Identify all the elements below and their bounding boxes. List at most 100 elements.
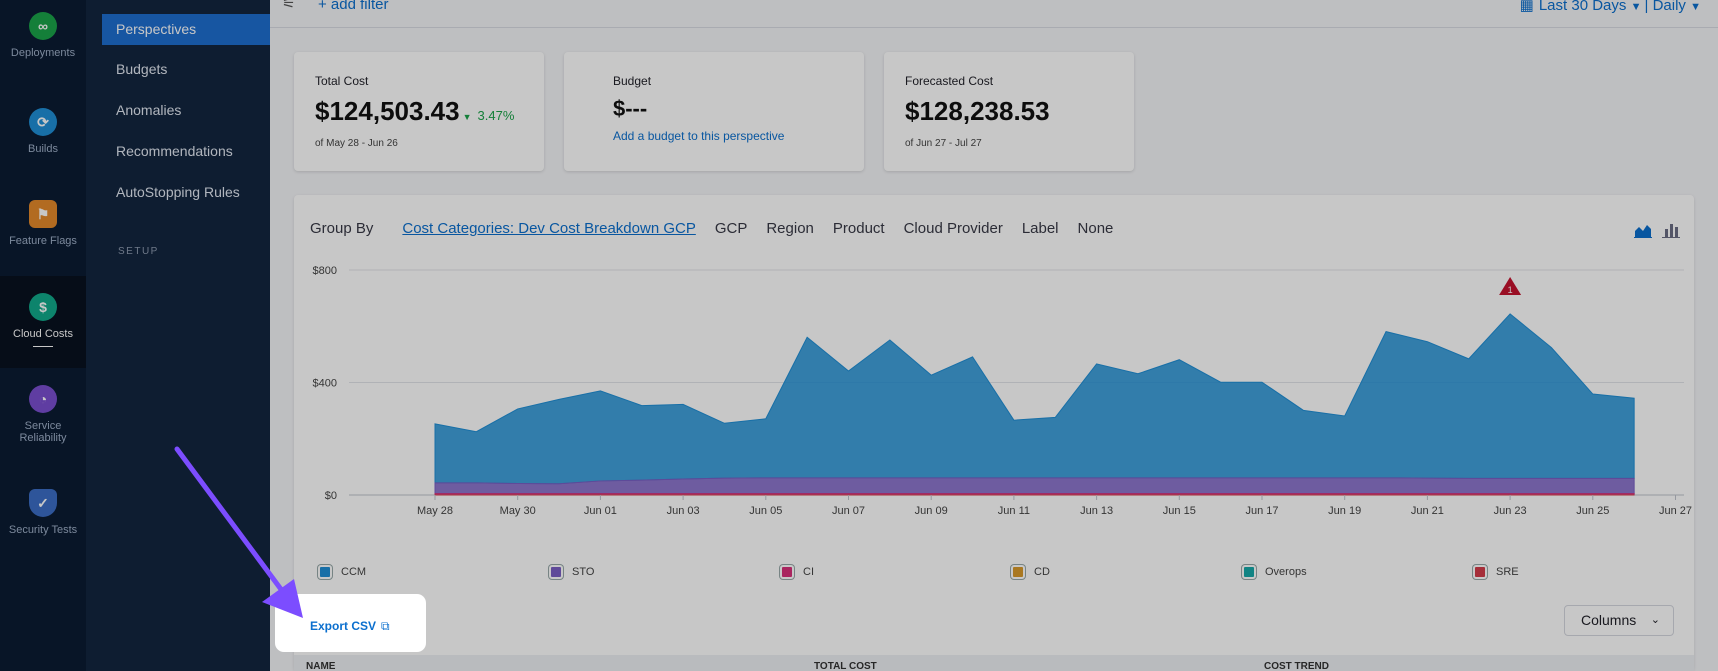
columns-label: Columns	[1581, 612, 1637, 628]
y-tick-label: $0	[325, 490, 337, 502]
export-csv-link[interactable]: Export CSV ⧉	[310, 619, 390, 634]
cost-chart-panel: Group By Cost Categories: Dev Cost Break…	[294, 195, 1694, 671]
x-tick-label: Jun 03	[667, 505, 700, 517]
export-csv-label: Export CSV	[310, 619, 377, 633]
group-by-option-none[interactable]: None	[1077, 220, 1114, 237]
x-tick-label: Jun 17	[1245, 505, 1278, 517]
x-tick-label: Jun 11	[998, 505, 1030, 517]
secondary-nav: Perspectives Budgets Anomalies Recommend…	[86, 0, 329, 671]
table-header: NAME TOTAL COST COST TREND	[294, 655, 1694, 671]
column-header-total-cost[interactable]: TOTAL COST	[814, 661, 877, 671]
legend-swatch	[1473, 565, 1487, 579]
x-tick-label: May 28	[417, 505, 453, 517]
builds-icon: ⟳	[29, 108, 57, 136]
active-underline	[33, 346, 53, 347]
series-area-ccm	[434, 313, 1635, 485]
legend-label: Overops	[1265, 566, 1307, 578]
legend-swatch	[549, 565, 563, 579]
card-label: Forecasted Cost	[905, 74, 994, 88]
nav-anomalies[interactable]: Anomalies	[116, 102, 182, 118]
external-link-icon: ⧉	[381, 619, 390, 633]
bar-chart-icon[interactable]	[1662, 222, 1680, 238]
legend-item-cd[interactable]: CD	[1011, 565, 1050, 579]
x-tick-label: Jun 01	[584, 505, 617, 517]
rail-item-feature-flags[interactable]: ⚑ Feature Flags	[0, 200, 86, 247]
x-tick-label: Jun 27	[1659, 505, 1692, 517]
cost-area-chart: $0 $400 $800 May 28 May 30 Jun 01 Jun 03 Jun 05…	[313, 265, 1693, 517]
legend-item-ccm[interactable]: CCM	[318, 565, 366, 579]
forecasted-cost-card: Forecasted Cost $128,238.53 of Jun 27 - …	[884, 52, 1134, 171]
range-separator: |	[1644, 0, 1649, 14]
date-range-selector[interactable]: ▦ Last 30 Days ▼ | Daily ▼	[1520, 0, 1701, 14]
legend-swatch	[1242, 565, 1256, 579]
caret-down-icon: ▼	[1630, 1, 1645, 13]
column-header-cost-trend[interactable]: COST TREND	[1264, 661, 1329, 671]
card-period: of Jun 27 - Jul 27	[905, 138, 982, 149]
filter-bar: ⚟ + add filter ▦ Last 30 Days ▼ | Daily ▼	[270, 0, 1718, 28]
nav-recommendations[interactable]: Recommendations	[116, 143, 233, 159]
caret-down-icon: ▼	[1690, 1, 1701, 13]
area-chart-icon[interactable]	[1634, 222, 1652, 238]
group-by-option-gcp[interactable]: GCP	[714, 220, 748, 237]
legend-item-overops[interactable]: Overops	[1242, 565, 1307, 579]
cost-change-percent: 3.47%	[477, 108, 515, 123]
spotlight-highlight: Export CSV ⧉	[275, 594, 426, 652]
x-tick-label: Jun 19	[1328, 505, 1361, 517]
rail-item-cloud-costs[interactable]: $ Cloud Costs	[0, 276, 86, 368]
cloud-costs-icon: $	[29, 293, 57, 321]
y-tick-label: $800	[313, 265, 337, 277]
x-tick-label: Jun 05	[749, 505, 782, 517]
legend-label: STO	[572, 566, 595, 578]
legend-label: CI	[803, 566, 814, 578]
nav-budgets[interactable]: Budgets	[116, 61, 168, 77]
forecasted-cost-value: $128,238.53	[905, 96, 1050, 126]
legend-label: CD	[1034, 566, 1050, 578]
group-by-option-label[interactable]: Label	[1021, 220, 1059, 237]
rail-item-builds[interactable]: ⟳ Builds	[0, 108, 86, 155]
add-filter-link[interactable]: + add filter	[318, 0, 389, 13]
total-cost-value: $124,503.43 ▼ 3.47%	[315, 96, 514, 127]
legend-swatch	[780, 565, 794, 579]
budget-value: $---	[613, 96, 648, 121]
setup-label: SETUP	[118, 246, 159, 257]
rail-item-service-reliability[interactable]: ◔ Service Reliability	[0, 385, 86, 444]
card-label: Total Cost	[315, 74, 369, 88]
rail-item-security-tests[interactable]: ✓ Security Tests	[0, 489, 86, 536]
group-by-label: Group By	[310, 220, 374, 237]
nav-autostopping-rules[interactable]: AutoStopping Rules	[116, 184, 240, 200]
chart-type-toggle	[1634, 222, 1680, 238]
filter-settings-icon[interactable]: ⚟	[282, 0, 296, 12]
legend-label: SRE	[1496, 566, 1519, 578]
nav-perspectives[interactable]: Perspectives	[102, 14, 270, 45]
columns-button[interactable]: Columns ⌄	[1564, 605, 1674, 636]
deployments-icon: ∞	[29, 12, 57, 40]
range-label: Last 30 Days	[1538, 0, 1627, 14]
x-tick-label: May 30	[500, 505, 536, 517]
granularity-label[interactable]: Daily	[1652, 0, 1686, 14]
add-budget-link[interactable]: Add a budget to this perspective	[613, 129, 785, 143]
legend-item-sto[interactable]: STO	[549, 565, 594, 579]
column-header-name[interactable]: NAME	[306, 661, 336, 671]
group-by-option-product[interactable]: Product	[832, 220, 885, 237]
service-reliability-icon: ◔	[29, 385, 57, 413]
group-by-option-cost-categories[interactable]: Cost Categories: Dev Cost Breakdown GCP	[402, 220, 696, 237]
legend-item-ci[interactable]: CI	[780, 565, 814, 579]
trend-down-icon: ▼	[462, 112, 472, 122]
legend-item-sre[interactable]: SRE	[1473, 565, 1519, 579]
chevron-down-icon: ⌄	[1650, 614, 1660, 626]
total-cost-amount: $124,503.43	[315, 96, 460, 126]
group-by-option-cloud-provider[interactable]: Cloud Provider	[903, 220, 1003, 237]
x-tick-label: Jun 21	[1411, 505, 1444, 517]
group-by-option-region[interactable]: Region	[766, 220, 814, 237]
feature-flags-icon: ⚑	[29, 200, 57, 228]
x-tick-label: Jun 13	[1080, 505, 1113, 517]
legend-swatch	[1011, 565, 1025, 579]
module-rail: ∞ Deployments ⟳ Builds ⚑ Feature Flags $…	[0, 0, 86, 671]
total-cost-card: Total Cost $124,503.43 ▼ 3.47% of May 28 -…	[294, 52, 544, 171]
legend-label: CCM	[341, 566, 367, 578]
security-tests-icon: ✓	[29, 489, 57, 517]
rail-item-deployments[interactable]: ∞ Deployments	[0, 12, 86, 59]
card-period: of May 28 - Jun 26	[315, 138, 398, 149]
anomaly-count: 1	[1508, 285, 1513, 295]
budget-card: Budget $--- Add a budget to this perspec…	[564, 52, 864, 171]
